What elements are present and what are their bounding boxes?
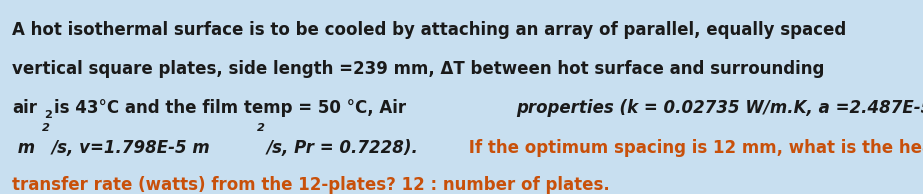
Text: 2: 2 — [44, 110, 52, 120]
Text: vertical square plates, side length =239 mm, ΔT between hot surface and surround: vertical square plates, side length =239… — [12, 60, 824, 78]
Text: 2: 2 — [42, 123, 50, 133]
Text: A hot isothermal surface is to be cooled by attaching an array of parallel, equa: A hot isothermal surface is to be cooled… — [12, 21, 846, 39]
Text: If the optimum spacing is 12 mm, what is the heat: If the optimum spacing is 12 mm, what is… — [463, 139, 923, 157]
Text: transfer rate (watts) from the 12-plates? 12 : number of plates.: transfer rate (watts) from the 12-plates… — [12, 176, 610, 194]
Text: air: air — [12, 99, 37, 117]
Text: /s, v=1.798E-5 m: /s, v=1.798E-5 m — [52, 139, 210, 157]
Text: m: m — [12, 139, 35, 157]
Text: /s, Pr = 0.7228).: /s, Pr = 0.7228). — [267, 139, 419, 157]
Text: 2: 2 — [257, 123, 265, 133]
Text: is 43°C and the film temp = 50 °C, Air: is 43°C and the film temp = 50 °C, Air — [54, 99, 413, 117]
Text: properties (k = 0.02735 W/m.K, a =2.487E-5: properties (k = 0.02735 W/m.K, a =2.487E… — [516, 99, 923, 117]
